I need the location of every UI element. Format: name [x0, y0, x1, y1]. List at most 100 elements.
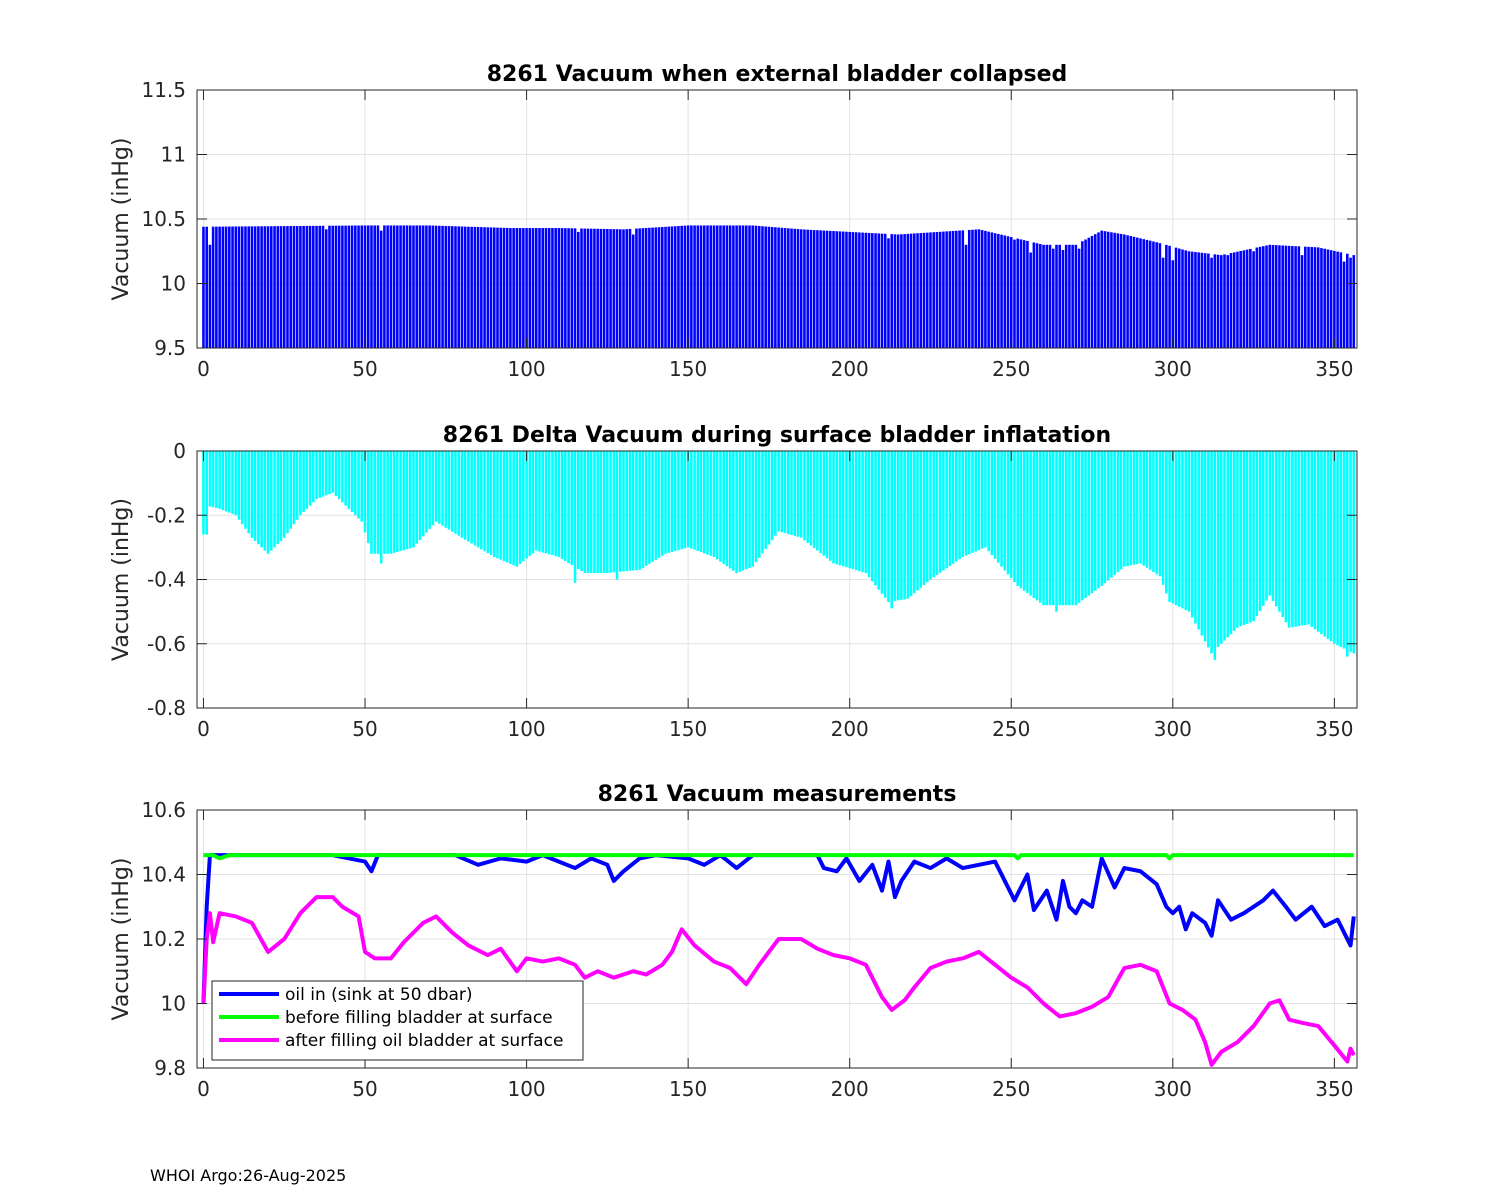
bar [609, 229, 612, 348]
bar [1265, 451, 1268, 601]
bar [1155, 242, 1158, 348]
bar [324, 229, 328, 348]
bar [925, 232, 929, 348]
bar [1349, 451, 1352, 652]
bar [1281, 451, 1284, 617]
bar [328, 451, 331, 495]
bar [1048, 244, 1052, 348]
bar [1019, 239, 1023, 348]
bar [570, 451, 574, 566]
bar [1139, 451, 1142, 564]
bar [247, 226, 250, 348]
bar [893, 234, 897, 348]
bar [270, 226, 273, 348]
x-tick-label: 100 [507, 717, 545, 741]
bar [1255, 451, 1259, 617]
bar [880, 451, 884, 594]
bar [295, 225, 299, 348]
bar [1110, 451, 1113, 578]
bar [392, 451, 396, 553]
bar [1132, 236, 1136, 348]
bar [754, 451, 758, 563]
bar [383, 225, 386, 348]
bar [221, 451, 225, 511]
chart-2: 0 50 100 150 200 250 300 350 -0.8 -0.6 -0.4 -0.2 0 82… [109, 423, 1358, 741]
bar [1329, 451, 1333, 642]
bar [1113, 451, 1116, 575]
bar [1271, 451, 1275, 601]
bar [1349, 257, 1352, 348]
bar [715, 451, 719, 560]
bar [276, 451, 280, 545]
bar [618, 451, 622, 572]
bar [1220, 255, 1223, 348]
bar [441, 225, 444, 348]
bar [425, 451, 428, 533]
y-tick-label: 10 [161, 992, 186, 1016]
bar [867, 451, 871, 578]
bar [1158, 451, 1162, 577]
bar [877, 233, 881, 348]
bar [787, 451, 790, 535]
bar [638, 451, 641, 570]
bar [861, 451, 864, 573]
bar [224, 226, 228, 348]
bar [1210, 451, 1213, 654]
bar [654, 227, 658, 348]
bar [205, 451, 208, 535]
bar [1019, 451, 1023, 589]
bar [1126, 235, 1129, 348]
bar [221, 226, 225, 348]
bar [431, 451, 435, 526]
bars [202, 225, 1356, 348]
bar [1068, 244, 1071, 348]
series-lines [201, 853, 1356, 1067]
bar [570, 228, 574, 348]
bar [531, 228, 535, 348]
bar [625, 451, 629, 572]
x-tick-label: 50 [352, 1077, 377, 1101]
bar [312, 451, 315, 503]
bar [628, 451, 632, 571]
bar [1346, 451, 1349, 657]
bar [858, 451, 861, 572]
bar [1026, 451, 1029, 594]
bar [1113, 232, 1116, 348]
bar [425, 225, 428, 348]
bar [408, 225, 412, 348]
bar [874, 233, 877, 348]
bar [909, 233, 913, 348]
bar [1081, 241, 1084, 348]
bar [515, 451, 519, 567]
bar [854, 451, 858, 571]
bar [564, 451, 567, 562]
bar [347, 225, 351, 348]
bar [512, 228, 515, 348]
bar [208, 244, 212, 348]
bar [360, 225, 364, 348]
x-tick-label: 100 [507, 357, 545, 381]
bar [929, 451, 932, 580]
bar [386, 225, 389, 348]
bar [318, 225, 322, 348]
bar [1339, 451, 1343, 647]
bar [764, 451, 767, 549]
bar [266, 451, 270, 554]
bar [405, 451, 409, 550]
bar [1229, 451, 1233, 635]
bar [551, 228, 554, 348]
bar [460, 226, 464, 348]
bar [518, 228, 522, 348]
bar [1203, 253, 1207, 348]
bar [253, 451, 257, 541]
bar [502, 451, 506, 562]
bar [1262, 246, 1265, 348]
bar [457, 451, 461, 536]
bar [1171, 260, 1175, 348]
bar [350, 451, 354, 513]
bar [1194, 451, 1197, 624]
bar [1084, 239, 1087, 348]
bar [1242, 451, 1246, 626]
bar [1148, 451, 1152, 570]
bar [583, 228, 587, 348]
